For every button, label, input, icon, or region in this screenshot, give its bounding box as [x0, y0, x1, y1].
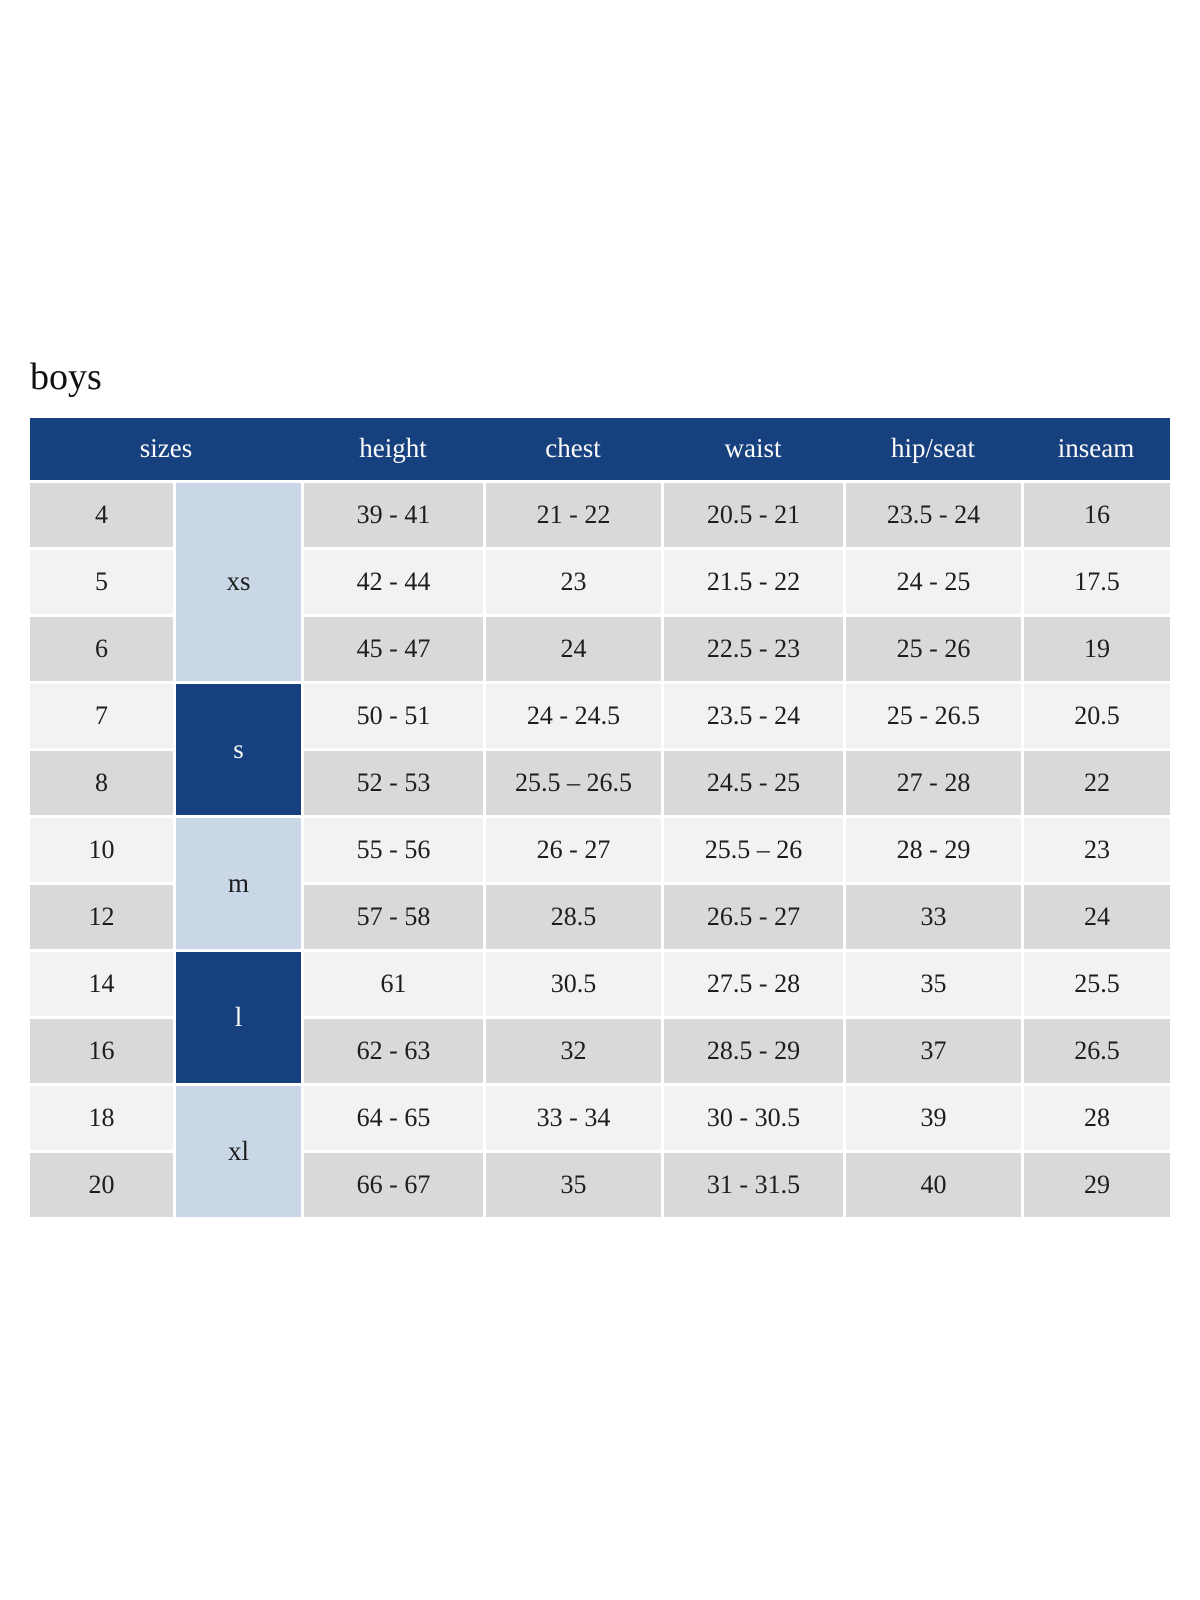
- table-cell-chest: 28.5: [486, 884, 661, 949]
- column-header-waist: waist: [724, 433, 782, 464]
- table-cell-waist: 27.5 - 28: [664, 951, 843, 1016]
- table-cell-hip_seat: 25 - 26: [846, 616, 1021, 681]
- table-cell-inseam: 29: [1024, 1152, 1170, 1217]
- table-cell-waist: 25.5 – 26: [664, 817, 843, 882]
- table-cell-hip_seat: 24 - 25: [846, 549, 1021, 614]
- table-cell-chest: 35: [486, 1152, 661, 1217]
- size-group-cell-m: m: [176, 817, 301, 949]
- table-cell-chest: 24: [486, 616, 661, 681]
- size-cell: 20: [30, 1152, 173, 1217]
- table-cell-height: 57 - 58: [304, 884, 483, 949]
- table-cell-hip_seat: 37: [846, 1018, 1021, 1083]
- table-cell-height: 42 - 44: [304, 549, 483, 614]
- table-cell-hip_seat: 39: [846, 1085, 1021, 1150]
- column-header-chest: chest: [545, 433, 601, 464]
- table-cell-chest: 25.5 – 26.5: [486, 750, 661, 815]
- table-cell-height: 55 - 56: [304, 817, 483, 882]
- size-cell: 7: [30, 683, 173, 748]
- table-cell-waist: 20.5 - 21: [664, 482, 843, 547]
- column-header-height: height: [359, 433, 427, 464]
- table-cell-inseam: 17.5: [1024, 549, 1170, 614]
- size-cell: 6: [30, 616, 173, 681]
- table-cell-inseam: 25.5: [1024, 951, 1170, 1016]
- table-cell-inseam: 19: [1024, 616, 1170, 681]
- table-cell-height: 62 - 63: [304, 1018, 483, 1083]
- table-header-row: sizes height chest waist hip/seat inseam: [30, 417, 1170, 480]
- table-cell-inseam: 22: [1024, 750, 1170, 815]
- table-cell-hip_seat: 25 - 26.5: [846, 683, 1021, 748]
- table-cell-inseam: 16: [1024, 482, 1170, 547]
- table-cell-inseam: 24: [1024, 884, 1170, 949]
- column-header-sizes: sizes: [139, 433, 193, 464]
- table-cell-height: 45 - 47: [304, 616, 483, 681]
- size-cell: 4: [30, 482, 173, 547]
- table-cell-height: 52 - 53: [304, 750, 483, 815]
- table-cell-hip_seat: 23.5 - 24: [846, 482, 1021, 547]
- table-cell-waist: 21.5 - 22: [664, 549, 843, 614]
- table-cell-waist: 28.5 - 29: [664, 1018, 843, 1083]
- size-chart-section: boys sizes height chest waist hip/seat i…: [30, 356, 1170, 1217]
- table-cell-chest: 23: [486, 549, 661, 614]
- table-cell-chest: 30.5: [486, 951, 661, 1016]
- column-header-hip-seat: hip/seat: [891, 433, 975, 464]
- size-cell: 14: [30, 951, 173, 1016]
- table-cell-height: 61: [304, 951, 483, 1016]
- table-cell-waist: 24.5 - 25: [664, 750, 843, 815]
- size-cell: 10: [30, 817, 173, 882]
- table-cell-waist: 30 - 30.5: [664, 1085, 843, 1150]
- table-cell-chest: 32: [486, 1018, 661, 1083]
- size-cell: 5: [30, 549, 173, 614]
- table-cell-waist: 31 - 31.5: [664, 1152, 843, 1217]
- size-cell: 12: [30, 884, 173, 949]
- table-cell-inseam: 28: [1024, 1085, 1170, 1150]
- column-header-inseam: inseam: [1057, 433, 1135, 464]
- table-cell-hip_seat: 35: [846, 951, 1021, 1016]
- table-cell-chest: 33 - 34: [486, 1085, 661, 1150]
- size-cell: 8: [30, 750, 173, 815]
- table-cell-chest: 24 - 24.5: [486, 683, 661, 748]
- size-cell: 16: [30, 1018, 173, 1083]
- table-cell-chest: 26 - 27: [486, 817, 661, 882]
- table-cell-inseam: 26.5: [1024, 1018, 1170, 1083]
- table-cell-waist: 23.5 - 24: [664, 683, 843, 748]
- table-cell-waist: 26.5 - 27: [664, 884, 843, 949]
- table-cell-chest: 21 - 22: [486, 482, 661, 547]
- table-cell-height: 64 - 65: [304, 1085, 483, 1150]
- table-cell-waist: 22.5 - 23: [664, 616, 843, 681]
- size-group-cell-l: l: [176, 951, 301, 1083]
- table-cell-inseam: 23: [1024, 817, 1170, 882]
- size-cell: 18: [30, 1085, 173, 1150]
- size-table-body: xs s m l xl 4 39 - 41 21 - 22 20.5 - 21 23.5 - 24…: [30, 482, 1170, 1217]
- table-cell-hip_seat: 28 - 29: [846, 817, 1021, 882]
- table-cell-hip_seat: 40: [846, 1152, 1021, 1217]
- size-group-cell-xs: xs: [176, 482, 301, 681]
- page-title: boys: [30, 356, 102, 398]
- size-group-cell-xl: xl: [176, 1085, 301, 1217]
- size-group-cell-s: s: [176, 683, 301, 815]
- table-cell-height: 66 - 67: [304, 1152, 483, 1217]
- table-cell-height: 39 - 41: [304, 482, 483, 547]
- table-cell-height: 50 - 51: [304, 683, 483, 748]
- table-cell-hip_seat: 27 - 28: [846, 750, 1021, 815]
- table-cell-inseam: 20.5: [1024, 683, 1170, 748]
- table-cell-hip_seat: 33: [846, 884, 1021, 949]
